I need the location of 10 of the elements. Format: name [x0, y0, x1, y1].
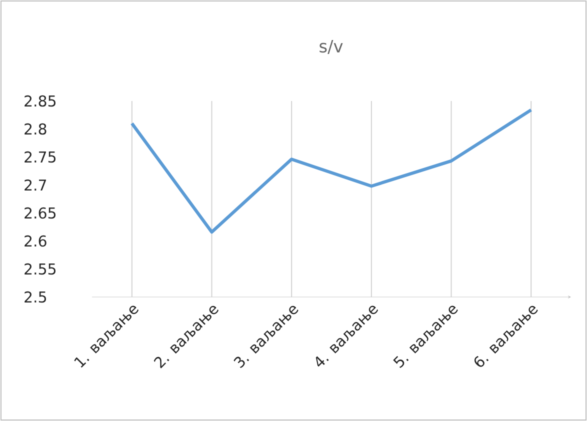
y-tick-label: 2.65 — [24, 207, 56, 219]
y-tick-label: 2.85 — [24, 95, 56, 107]
y-tick-label: 2.75 — [24, 151, 56, 163]
chart-title: s/v — [320, 40, 343, 54]
y-tick-label: 2.6 — [24, 235, 46, 247]
y-tick-label: 2.55 — [24, 263, 56, 275]
y-tick-label: 2.5 — [24, 291, 46, 303]
line-series — [130, 108, 533, 234]
y-tick-label: 2.7 — [24, 179, 46, 191]
y-tick-label: 2.8 — [24, 123, 46, 135]
